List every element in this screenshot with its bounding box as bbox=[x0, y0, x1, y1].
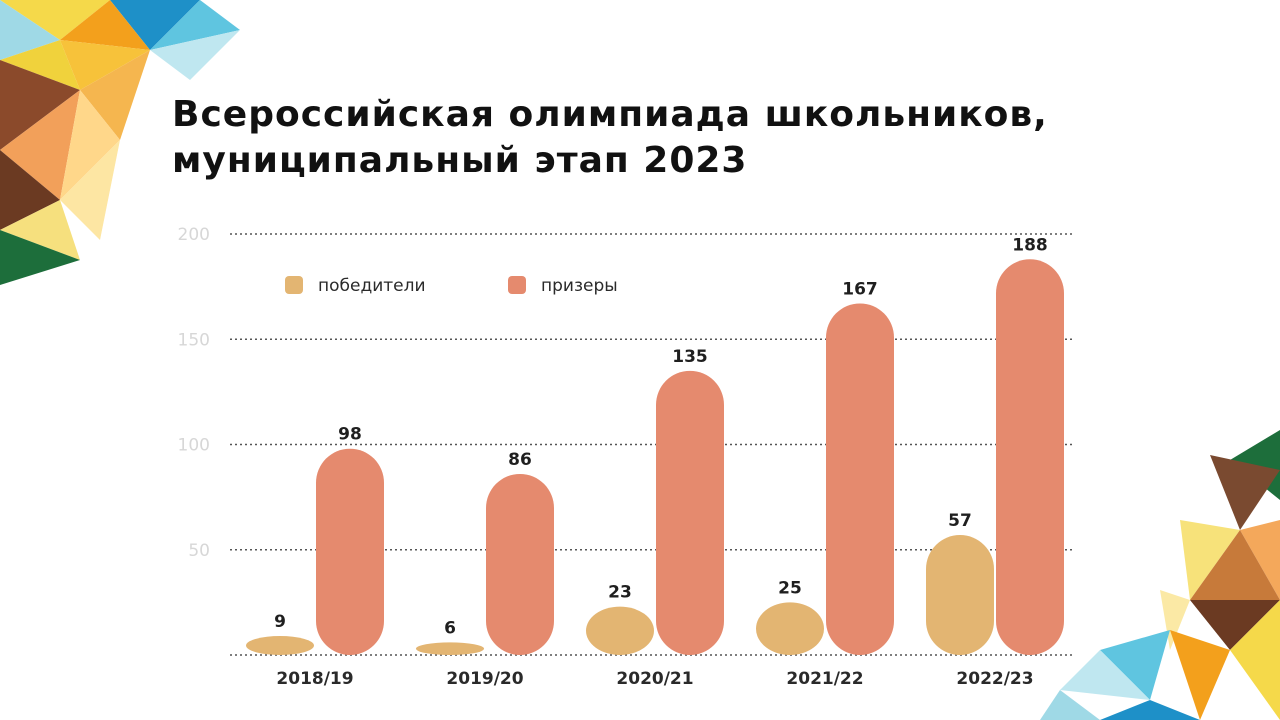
x-tick-label: 2018/19 bbox=[276, 669, 353, 689]
bar-prizewinners bbox=[826, 303, 894, 655]
x-tick-label: 2019/20 bbox=[446, 669, 523, 689]
data-label: 9 bbox=[274, 612, 286, 632]
legend-swatch-prizewinners bbox=[508, 276, 526, 294]
data-label: 25 bbox=[778, 578, 802, 598]
bar-prizewinners bbox=[656, 370, 724, 655]
bottom-right-mosaic bbox=[1040, 430, 1280, 720]
x-tick-label: 2020/21 bbox=[616, 669, 693, 689]
data-label: 135 bbox=[672, 347, 708, 367]
data-labels: 9 98 6 86 23 135 25 167 57 188 bbox=[274, 235, 1048, 638]
x-axis-labels: 2018/19 2019/20 2020/21 2021/22 2022/23 bbox=[276, 669, 1033, 689]
legend-label-prizewinners: призеры bbox=[541, 276, 618, 296]
data-label: 57 bbox=[948, 511, 972, 531]
legend-swatch-winners bbox=[285, 276, 303, 294]
bar-winners bbox=[756, 602, 824, 655]
data-label: 188 bbox=[1012, 235, 1048, 255]
data-label: 6 bbox=[444, 618, 456, 638]
bar-prizewinners bbox=[486, 473, 554, 655]
x-tick-label: 2022/23 bbox=[956, 669, 1033, 689]
bar-winners bbox=[926, 535, 994, 655]
data-label: 23 bbox=[608, 583, 632, 603]
y-tick-label: 200 bbox=[178, 225, 210, 245]
title-line-2: муниципальный этап 2023 bbox=[172, 140, 748, 181]
legend-label-winners: победители bbox=[318, 276, 426, 296]
x-tick-label: 2021/22 bbox=[786, 669, 863, 689]
data-label: 86 bbox=[508, 450, 532, 470]
page-title: Всероссийская олимпиада школьников, муни… bbox=[172, 92, 1048, 184]
data-label: 98 bbox=[338, 425, 362, 445]
bar-winners bbox=[586, 606, 654, 655]
y-tick-label: 150 bbox=[178, 330, 210, 350]
legend: победители призеры bbox=[285, 276, 618, 296]
bars bbox=[246, 259, 1064, 656]
bar-prizewinners bbox=[316, 448, 384, 655]
title-line-1: Всероссийская олимпиада школьников, bbox=[172, 94, 1048, 135]
y-tick-label: 100 bbox=[178, 436, 210, 456]
data-label: 167 bbox=[842, 279, 878, 299]
bar-prizewinners bbox=[996, 259, 1064, 655]
y-tick-label: 50 bbox=[188, 541, 210, 561]
top-left-mosaic bbox=[0, 0, 240, 285]
bar-winners bbox=[246, 636, 314, 656]
bar-winners bbox=[416, 642, 484, 655]
y-axis-ticks: 50 100 150 200 bbox=[178, 225, 210, 561]
